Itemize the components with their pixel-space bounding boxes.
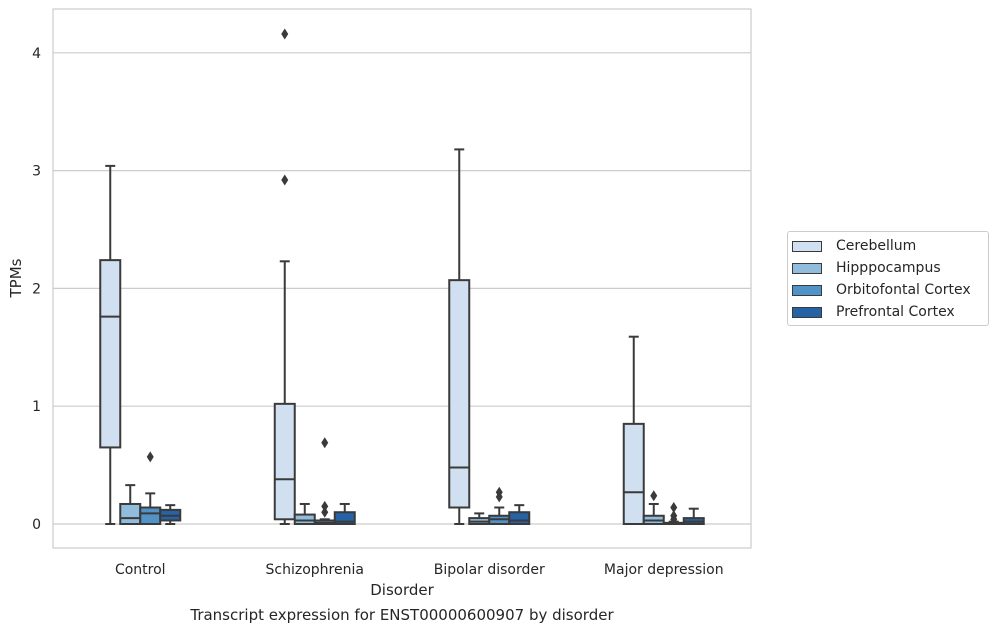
x-tick-label-major-depression: Major depression	[604, 562, 724, 578]
box-control-prefrontal-cortex	[159, 504, 182, 525]
y-tick-label-3: 3	[32, 164, 41, 180]
box-bipolar-disorder-orbitofontal-cortex	[488, 486, 511, 526]
outlier-point	[670, 502, 678, 514]
legend-label-orbitofontal-cortex: Orbitofontal Cortex	[836, 282, 971, 298]
box-control-cerebellum	[99, 164, 122, 525]
outlier-point	[281, 174, 289, 186]
y-tick-label-0: 0	[32, 517, 41, 533]
legend-label-cerebellum: Cerebellum	[836, 238, 917, 254]
y-axis-label: TPMs	[7, 258, 25, 298]
box-major-depression-hipppocampus	[642, 490, 665, 526]
legend: Cerebellum Hipppocampus Orbitofontal Cor…	[787, 231, 989, 326]
x-tick-label-control: Control	[115, 562, 166, 578]
x-tick-label-bipolar-disorder: Bipolar disorder	[434, 562, 545, 578]
outlier-point	[281, 28, 289, 40]
outlier-point	[495, 486, 503, 498]
legend-item-cerebellum: Cerebellum	[792, 237, 916, 255]
box-iqr	[273, 402, 296, 521]
legend-label-prefrontal-cortex: Prefrontal Cortex	[836, 304, 955, 320]
outlier-point	[321, 437, 329, 449]
y-tick-label-2: 2	[32, 281, 41, 297]
outlier-point	[670, 510, 678, 522]
legend-swatch-cerebellum	[792, 240, 822, 252]
box-schizophrenia-hipppocampus	[293, 502, 316, 525]
box-schizophrenia-cerebellum	[273, 28, 296, 525]
outlier-point	[321, 500, 329, 512]
grid-lines	[53, 52, 751, 525]
legend-swatch-orbitofontal-cortex	[792, 284, 822, 296]
box-bipolar-disorder-cerebellum	[448, 148, 471, 525]
box-iqr	[139, 506, 162, 525]
box-plots	[99, 28, 705, 526]
x-tick-labels: Control Schizophrenia Bipolar disorder Majo…	[115, 562, 724, 578]
box-iqr	[99, 259, 122, 449]
box-iqr	[293, 513, 316, 525]
legend-swatch-hipppocampus	[792, 262, 822, 274]
x-tick-label-schizophrenia: Schizophrenia	[266, 562, 364, 578]
legend-label-hipppocampus: Hipppocampus	[836, 260, 941, 276]
box-iqr	[448, 279, 471, 509]
box-control-hipppocampus	[119, 484, 142, 525]
box-iqr	[508, 511, 531, 525]
legend-item-prefrontal-cortex: Prefrontal Cortex	[792, 303, 955, 321]
box-iqr	[333, 511, 356, 525]
y-tick-labels: 0 1 2 3 4	[32, 46, 41, 533]
legend-item-orbitofontal-cortex: Orbitofontal Cortex	[792, 281, 971, 299]
outlier-point	[650, 490, 658, 502]
legend-item-hipppocampus: Hipppocampus	[792, 259, 941, 277]
box-major-depression-cerebellum	[622, 335, 645, 525]
box-schizophrenia-orbitofontal-cortex	[313, 437, 336, 526]
box-schizophrenia-prefrontal-cortex	[333, 502, 356, 525]
box-major-depression-prefrontal-cortex	[682, 507, 705, 525]
box-iqr	[622, 422, 645, 525]
y-tick-label-1: 1	[32, 399, 41, 415]
box-major-depression-orbitofontal-cortex	[662, 502, 685, 526]
outlier-point	[321, 506, 329, 518]
box-bipolar-disorder-prefrontal-cortex	[508, 504, 531, 525]
x-axis-label: Disorder	[370, 581, 434, 599]
plot-area-frame	[52, 8, 752, 549]
box-bipolar-disorder-hipppocampus	[468, 512, 491, 525]
box-control-orbitofontal-cortex	[139, 451, 162, 525]
legend-swatch-prefrontal-cortex	[792, 306, 822, 318]
y-tick-label-4: 4	[32, 46, 41, 62]
figure-caption: Transcript expression for ENST0000060090…	[190, 606, 614, 624]
outlier-point	[146, 451, 154, 463]
box-iqr	[119, 502, 142, 525]
